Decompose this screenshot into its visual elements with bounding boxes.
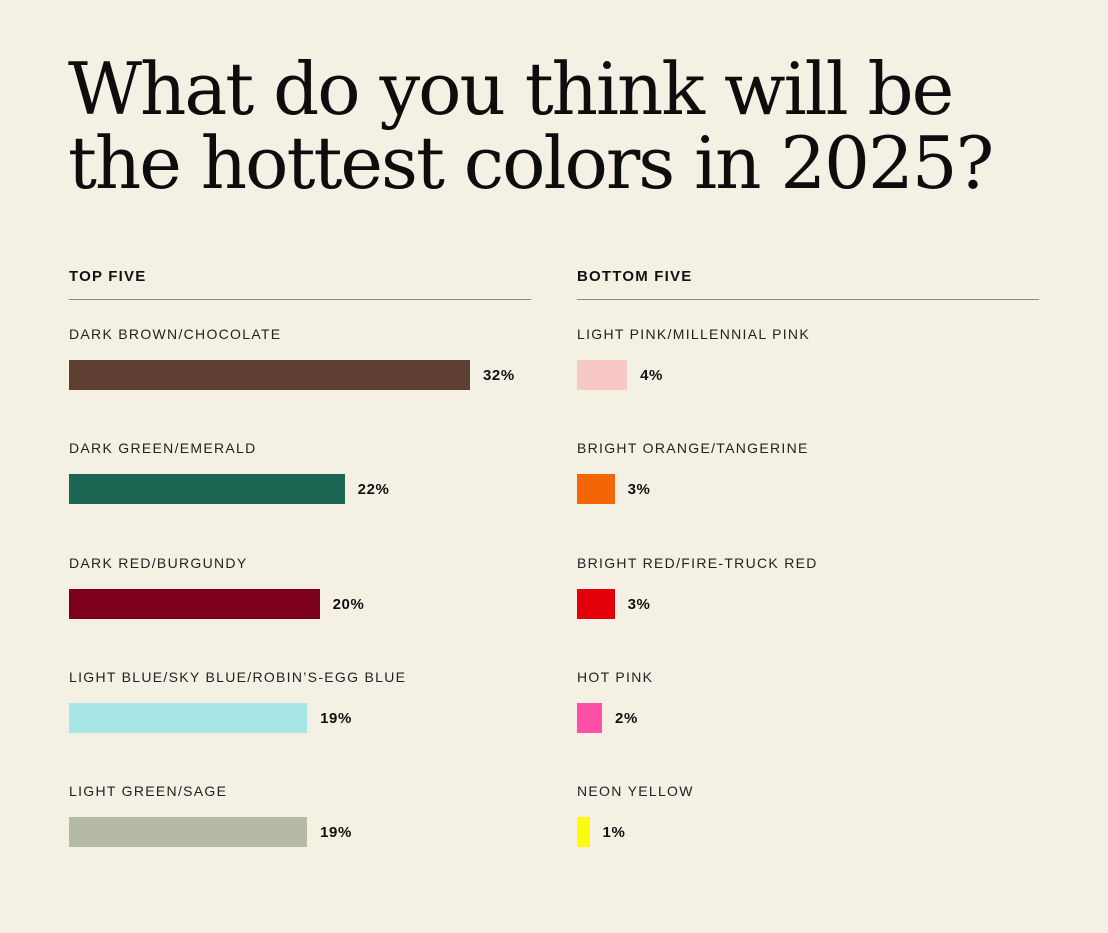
category-label: LIGHT GREEN/SAGE bbox=[69, 783, 228, 800]
bar bbox=[577, 474, 615, 505]
top-five-item: LIGHT GREEN/SAGE 19% bbox=[69, 783, 531, 883]
top-five-panel: TOP FIVE DARK BROWN/CHOCOLATE 32% DARK GRE… bbox=[69, 264, 531, 848]
bottom-five-panel: BOTTOM FIVE LIGHT PINK/MILLENNIAL PINK 4%… bbox=[577, 264, 1039, 848]
top-five-item: DARK GREEN/EMERALD 22% bbox=[69, 440, 531, 540]
top-five-item: DARK RED/BURGUNDY 20% bbox=[69, 555, 531, 655]
bottom-five-item: BRIGHT ORANGE/TANGERINE 3% bbox=[577, 440, 1039, 540]
value-label: 22% bbox=[357, 481, 390, 499]
value-label: 4% bbox=[640, 367, 663, 384]
bar bbox=[69, 474, 345, 505]
bar bbox=[69, 817, 308, 848]
category-label: DARK RED/BURGUNDY bbox=[69, 554, 248, 571]
bottom-five-item: BRIGHT RED/FIRE-TRUCK RED 3% bbox=[577, 555, 1039, 655]
bottom-five-heading: BOTTOM FIVE bbox=[577, 268, 693, 285]
bar bbox=[577, 702, 603, 733]
category-label: LIGHT PINK/MILLENNIAL PINK bbox=[577, 326, 810, 342]
top-five-item: LIGHT BLUE/SKY BLUE/ROBIN’S-EGG BLUE 19% bbox=[69, 669, 531, 769]
bar bbox=[577, 588, 615, 619]
category-label: HOT PINK bbox=[577, 668, 654, 685]
top-five-divider bbox=[69, 299, 531, 300]
value-label: 20% bbox=[332, 595, 365, 613]
bar bbox=[69, 702, 308, 733]
page-title: What do you think will be the hottest co… bbox=[68, 52, 1028, 200]
category-label: LIGHT BLUE/SKY BLUE/ROBIN’S-EGG BLUE bbox=[69, 668, 407, 685]
bar bbox=[577, 817, 590, 848]
bottom-five-item: LIGHT PINK/MILLENNIAL PINK 4% bbox=[577, 326, 1039, 426]
value-label: 19% bbox=[320, 824, 352, 842]
title-line-1: What do you think will be bbox=[68, 47, 954, 131]
bottom-five-divider bbox=[577, 299, 1039, 300]
value-label: 1% bbox=[602, 824, 626, 842]
value-label: 3% bbox=[627, 481, 651, 499]
bottom-five-item: HOT PINK 2% bbox=[577, 669, 1039, 769]
category-label: DARK GREEN/EMERALD bbox=[69, 440, 257, 457]
title-line-2: the hottest colors in 2025? bbox=[68, 121, 994, 205]
category-label: DARK BROWN/CHOCOLATE bbox=[69, 326, 282, 342]
category-label: BRIGHT ORANGE/TANGERINE bbox=[577, 440, 809, 457]
value-label: 19% bbox=[320, 709, 352, 727]
top-five-item: DARK BROWN/CHOCOLATE 32% bbox=[69, 326, 531, 426]
value-label: 2% bbox=[615, 709, 638, 727]
bar bbox=[69, 360, 470, 390]
bar bbox=[69, 588, 320, 619]
category-label: BRIGHT RED/FIRE-TRUCK RED bbox=[577, 554, 818, 571]
value-label: 32% bbox=[482, 367, 515, 384]
top-five-heading: TOP FIVE bbox=[69, 268, 147, 285]
bar bbox=[577, 360, 628, 390]
category-label: NEON YELLOW bbox=[577, 783, 694, 800]
bottom-five-item: NEON YELLOW 1% bbox=[577, 783, 1039, 883]
value-label: 3% bbox=[627, 595, 651, 613]
